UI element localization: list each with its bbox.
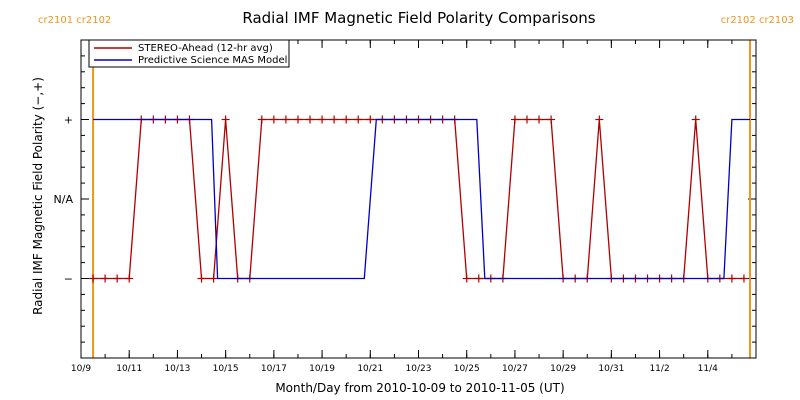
series-layer — [89, 115, 750, 283]
x-tick-label: 11/4 — [698, 364, 718, 374]
data-point-marker — [221, 115, 230, 124]
y-tick-label: N/A — [54, 193, 74, 206]
x-tick-label: 10/21 — [357, 364, 383, 374]
data-point-marker — [209, 274, 218, 283]
x-tick-label: 10/19 — [309, 364, 335, 374]
x-tick-label: 10/17 — [261, 364, 287, 374]
data-point-marker — [125, 274, 134, 283]
legend-label-stereo: STEREO-Ahead (12-hr avg) — [138, 43, 273, 54]
data-point-marker — [269, 115, 278, 124]
y-axis-ticks: + N/A − — [54, 39, 756, 359]
x-tick-label: 10/13 — [164, 364, 190, 374]
y-tick-label: + — [64, 114, 73, 127]
data-point-marker — [257, 115, 266, 124]
legend-label-mas-model: Predictive Science MAS Model — [138, 55, 287, 66]
x-tick-label: 10/31 — [598, 364, 624, 374]
data-point-marker — [522, 115, 531, 124]
legend: STEREO-Ahead (12-hr avg) Predictive Scie… — [88, 39, 290, 68]
data-point-marker — [101, 274, 110, 283]
data-point-marker — [510, 115, 519, 124]
data-point-marker — [727, 274, 736, 283]
x-tick-label: 10/11 — [116, 364, 142, 374]
data-point-marker — [318, 115, 327, 124]
y-tick-label: − — [64, 273, 73, 286]
data-point-marker — [89, 274, 98, 283]
carrington-label: cr2101 cr2102 — [38, 15, 111, 26]
data-point-marker — [342, 115, 351, 124]
x-tick-label: 10/15 — [213, 364, 239, 374]
data-point-marker — [691, 115, 700, 124]
data-point-marker — [354, 115, 363, 124]
chart-title: Radial IMF Magnetic Field Polarity Compa… — [242, 9, 595, 27]
x-tick-label: 10/23 — [406, 364, 432, 374]
x-axis-ticks: 10/9 10/11 10/13 10/15 10/17 10/19 10/21 10/23 1… — [71, 40, 757, 374]
data-point-marker — [739, 274, 748, 283]
data-point-marker — [113, 274, 122, 283]
data-point-marker — [474, 274, 483, 283]
carrington-label: cr2102 cr2103 — [721, 15, 794, 26]
data-point-marker — [293, 115, 302, 124]
data-point-marker — [281, 115, 290, 124]
data-point-marker — [366, 115, 375, 124]
data-point-marker — [197, 274, 206, 283]
data-point-marker — [535, 115, 544, 124]
x-tick-label: 10/29 — [550, 364, 576, 374]
x-axis-label: Month/Day from 2010-10-09 to 2010-11-05 … — [275, 381, 564, 395]
x-tick-label: 11/2 — [649, 364, 669, 374]
x-tick-label: 10/25 — [454, 364, 480, 374]
series-line-mas-model — [93, 118, 750, 280]
data-point-marker — [330, 115, 339, 124]
data-point-marker — [595, 115, 604, 124]
series-line-stereo — [93, 118, 744, 280]
data-point-marker — [306, 115, 315, 124]
plot-frame — [80, 39, 757, 359]
x-tick-label: 10/27 — [502, 364, 528, 374]
data-point-marker — [547, 115, 556, 124]
x-tick-label: 10/9 — [71, 364, 91, 374]
data-point-marker — [462, 274, 471, 283]
y-axis-label: Radial IMF Magnetic Field Polarity (−,+) — [31, 77, 45, 315]
legend-box — [88, 39, 290, 68]
carrington-rotation-markers: cr2101 cr2102 cr2102 cr2103 — [38, 15, 794, 358]
